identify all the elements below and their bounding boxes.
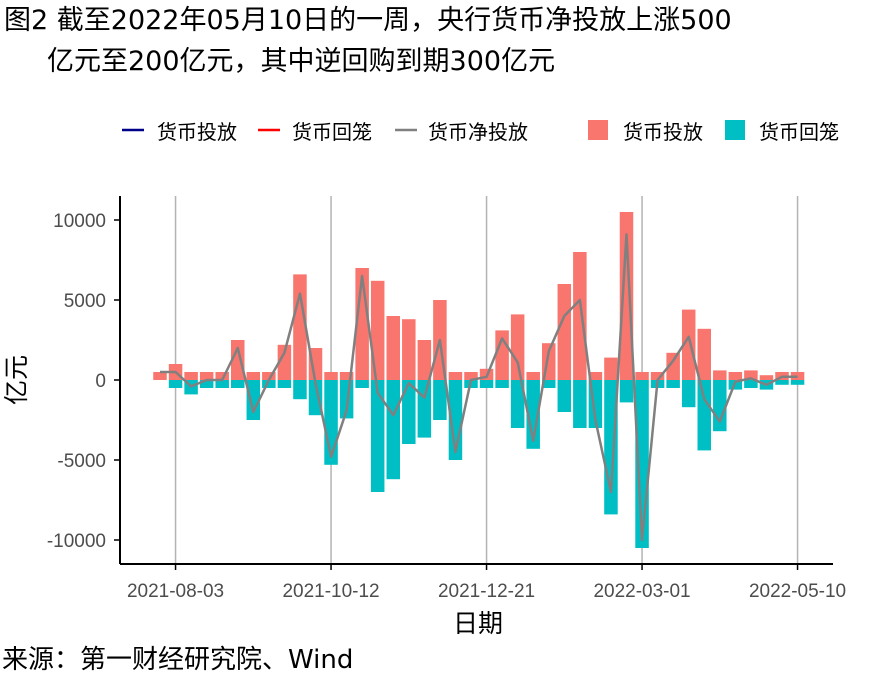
withdraw-bar — [790, 380, 805, 385]
withdraw-bar — [433, 380, 447, 420]
withdraw-bar — [510, 380, 525, 428]
y-tick-label: -5000 — [57, 451, 106, 472]
inject-bar — [744, 370, 758, 380]
y-ticks: -10000 -5000 0 5000 10000 — [47, 211, 120, 552]
withdraw-bar — [277, 380, 292, 388]
withdraw-bar — [293, 380, 307, 400]
inject-bar — [324, 372, 338, 380]
withdraw-bar — [542, 380, 556, 388]
inject-bar — [417, 340, 432, 380]
legend-key-withdraw-bar — [725, 120, 745, 140]
inject-bar — [759, 375, 774, 380]
inject-bar — [713, 370, 727, 380]
withdraw-bar — [479, 380, 494, 388]
y-axis-title: 亿元 — [3, 355, 31, 405]
x-tick-label: 2022-05-10 — [749, 581, 846, 602]
withdraw-bar — [713, 380, 727, 432]
inject-bar — [277, 344, 292, 380]
inject-bar — [199, 372, 214, 380]
legend-label-withdraw-line: 货币回笼 — [292, 121, 372, 144]
figure-title-line1: 图2 截至2022年05月10日的一周，央行货币净投放上涨500 — [4, 5, 732, 36]
inject-bar — [448, 372, 463, 380]
withdraw-bar — [666, 380, 680, 388]
inject-bar — [557, 284, 572, 380]
withdraw-bar — [215, 380, 229, 388]
y-tick-label: 0 — [95, 371, 106, 392]
inject-bar — [697, 328, 711, 380]
figure-title-line2: 亿元至200亿元，其中逆回购到期300亿元 — [47, 46, 556, 77]
inject-bar — [464, 372, 478, 380]
inject-bar — [619, 212, 634, 380]
inject-bar — [635, 372, 649, 380]
x-tick-label: 2022-03-01 — [593, 581, 690, 602]
inject-bar — [402, 319, 416, 380]
inject-bar — [339, 372, 354, 380]
inject-bar — [262, 372, 276, 380]
x-axis-title: 日期 — [453, 610, 503, 638]
withdraw-bar — [495, 380, 509, 388]
inject-bar — [293, 274, 307, 380]
x-tick-label: 2021-12-21 — [438, 581, 535, 602]
inject-bar — [246, 372, 261, 380]
y-tick-label: 5000 — [64, 291, 106, 312]
net-line-layer — [160, 233, 798, 542]
legend-label-withdraw-bar: 货币回笼 — [759, 121, 839, 144]
inject-bar — [573, 252, 587, 380]
inject-bar — [681, 309, 696, 380]
legend: 货币投放 货币回笼 货币净投放 货币投放 货币回笼 — [122, 120, 839, 144]
withdraw-bar — [308, 380, 323, 416]
inject-bar — [215, 372, 229, 380]
withdraw-bar — [199, 380, 214, 388]
legend-key-inject-bar — [588, 120, 608, 140]
withdraw-bar — [355, 380, 369, 388]
y-tick-label: -10000 — [47, 531, 106, 552]
net-line — [160, 233, 798, 542]
legend-label-inject-line: 货币投放 — [157, 121, 237, 144]
legend-label-net-line: 货币净投放 — [428, 121, 528, 144]
inject-bar — [588, 372, 603, 380]
inject-bar — [153, 372, 167, 380]
withdraw-bar — [697, 380, 711, 451]
inject-bar — [308, 348, 323, 380]
inject-bar — [728, 372, 743, 380]
source-note: 来源：第一财经研究院、Wind — [2, 645, 354, 675]
x-tick-label: 2021-10-12 — [282, 581, 379, 602]
x-tick-label: 2021-08-03 — [127, 581, 224, 602]
inject-bar — [666, 352, 680, 380]
withdraw-bar — [526, 380, 540, 449]
withdraw-bar — [168, 380, 183, 388]
withdraw-bar — [262, 380, 276, 388]
withdraw-bar — [681, 380, 696, 408]
withdraw-bar — [231, 380, 245, 388]
withdraw-bar — [246, 380, 261, 420]
inject-bar — [231, 340, 245, 380]
inject-bar — [526, 372, 540, 380]
withdraw-bar — [573, 380, 587, 428]
inject-bar — [370, 280, 385, 380]
y-tick-label: 10000 — [53, 211, 106, 232]
inject-bar — [510, 314, 525, 380]
inject-bar — [604, 357, 618, 380]
inject-bar — [386, 316, 400, 380]
withdraw-bar — [619, 380, 634, 403]
withdraw-bar — [417, 380, 432, 438]
x-ticks: 2021-08-03 2021-10-12 2021-12-21 2022-03-01… — [127, 564, 846, 602]
legend-label-inject-bar: 货币投放 — [623, 121, 703, 144]
withdraw-bar — [370, 380, 385, 492]
inject-bar — [184, 372, 198, 380]
withdraw-bar — [744, 380, 758, 388]
inject-bar — [650, 372, 665, 380]
withdraw-bar — [775, 380, 789, 385]
withdraw-bar — [557, 380, 572, 412]
withdraw-bar — [386, 380, 400, 480]
bars — [153, 212, 805, 548]
withdraw-bar — [402, 380, 416, 444]
